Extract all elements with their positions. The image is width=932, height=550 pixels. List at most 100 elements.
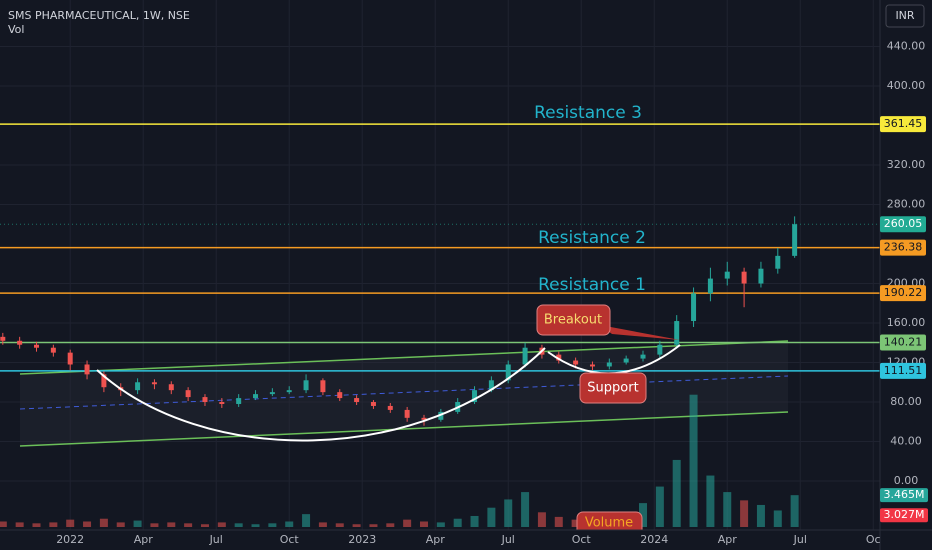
volume-ma-tag	[880, 508, 928, 523]
candle-body	[556, 354, 562, 361]
candle-body	[724, 271, 730, 279]
candle-body	[320, 380, 326, 393]
candle-body	[404, 409, 410, 418]
callout-box	[579, 372, 647, 404]
y-tick-label: 40.00	[890, 435, 922, 448]
x-tick-label: Jul	[793, 533, 807, 546]
resistance-label: Resistance 3	[534, 103, 642, 123]
volume-bar	[251, 524, 260, 527]
volume-bar	[369, 524, 378, 527]
callout-box	[536, 304, 611, 336]
volume-value: 3.465M	[884, 488, 925, 501]
volume-bar	[436, 522, 445, 527]
volume-bar	[217, 522, 226, 527]
time-axis	[0, 530, 932, 550]
level-value: 140.21	[884, 336, 923, 349]
candle-body	[286, 390, 292, 393]
volume-bar	[234, 523, 243, 527]
candle-body	[84, 364, 90, 375]
x-tick-label: Oct	[572, 533, 592, 546]
candle-body	[101, 374, 107, 388]
volume-tag	[880, 488, 928, 503]
x-tick-label: Jul	[209, 533, 223, 546]
volume-bar	[318, 522, 327, 527]
currency-box[interactable]	[885, 4, 925, 28]
volume-bar	[32, 523, 41, 527]
channel-mid	[19, 375, 789, 410]
volume-bar	[706, 475, 715, 527]
candle-body	[0, 336, 6, 341]
candle-body	[691, 293, 697, 322]
candle-body	[640, 354, 646, 359]
volume-bar	[419, 521, 428, 527]
level-value: 190.22	[884, 286, 923, 299]
candle-body	[792, 224, 798, 256]
volume-bar	[521, 492, 530, 527]
channel-lower	[19, 411, 789, 447]
candle-body	[185, 390, 191, 398]
volume-bar	[49, 522, 58, 527]
level-tag	[880, 239, 926, 256]
y-tick-label: 400.00	[887, 79, 926, 92]
volume-bar	[537, 512, 546, 527]
candle-body	[421, 417, 427, 420]
volume-bar	[285, 521, 294, 527]
x-tick-label: Apr	[134, 533, 154, 546]
candle-body	[573, 360, 579, 365]
volumes	[0, 394, 799, 527]
candle-body	[741, 271, 747, 284]
cup-arc	[96, 347, 546, 442]
last-price-value: 260.05	[884, 217, 923, 230]
y-tick-label: 280.00	[887, 198, 926, 211]
volume-bar	[167, 522, 176, 527]
candle-body	[236, 398, 242, 404]
volume-bar	[150, 523, 159, 527]
volume-bar	[773, 510, 782, 527]
level-value: 236.38	[884, 241, 923, 254]
y-tick-label: 80.00	[890, 395, 922, 408]
x-tick-label: Oc	[866, 533, 881, 546]
volume-bar	[487, 507, 496, 527]
volume-bar	[0, 521, 7, 527]
level-value: 361.45	[884, 117, 923, 130]
candle-body	[438, 411, 444, 420]
currency[interactable]: INR	[895, 9, 914, 22]
candle-body	[168, 384, 174, 391]
level-tag	[880, 285, 926, 302]
candle-body	[674, 321, 680, 345]
axis-labels: 440.00400.00320.00280.00200.00160.00120.…	[56, 40, 928, 546]
candle-body	[387, 405, 393, 410]
volume-bar	[268, 523, 277, 527]
callout-text: Support	[587, 381, 638, 396]
candle-body	[606, 362, 612, 367]
resistance-label: Resistance 2	[538, 228, 646, 248]
levels	[0, 123, 880, 372]
volume-bar	[723, 492, 732, 527]
chart-subtitle: Vol	[8, 23, 24, 36]
level-value: 111.51	[884, 364, 923, 377]
candle-body	[253, 394, 259, 399]
volume-bar	[352, 524, 361, 527]
x-tick-label: Apr	[426, 533, 446, 546]
y-tick-label: 440.00	[887, 40, 926, 53]
volume-bar	[639, 503, 648, 527]
candle-body	[522, 347, 528, 365]
volume-bar	[453, 518, 462, 527]
x-tick-label: 2024	[640, 533, 668, 546]
volume-bar	[689, 394, 698, 527]
candle-body	[505, 364, 511, 381]
volume-bar	[571, 519, 580, 527]
callout-pointer	[600, 325, 680, 340]
level-tag	[880, 116, 926, 133]
volume-bar	[790, 495, 799, 527]
x-tick-label: 2022	[56, 533, 84, 546]
x-tick-label: Oct	[280, 533, 300, 546]
candle-body	[758, 268, 764, 284]
candle-body	[50, 347, 56, 353]
volume-bar	[740, 500, 749, 527]
y-tick-label: 320.00	[887, 158, 926, 171]
x-tick-label: Apr	[718, 533, 738, 546]
candle-body	[337, 392, 343, 399]
